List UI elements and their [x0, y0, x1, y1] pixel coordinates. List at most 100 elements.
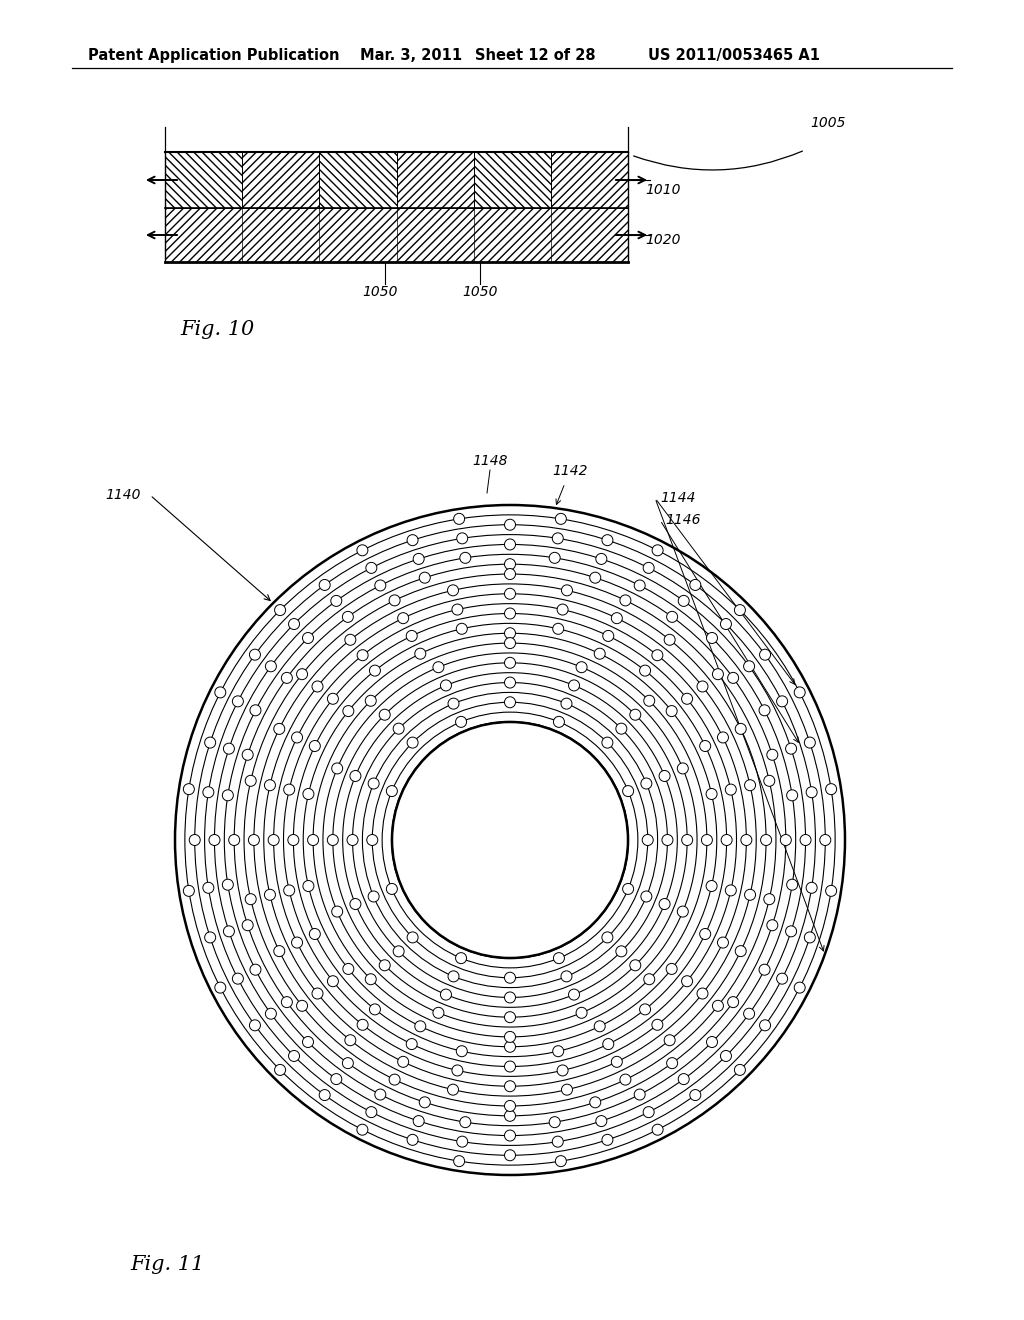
Circle shape — [350, 771, 360, 781]
Circle shape — [203, 882, 214, 894]
Bar — [165, 209, 628, 261]
Circle shape — [302, 1036, 313, 1048]
Circle shape — [209, 834, 220, 846]
Circle shape — [345, 1035, 355, 1045]
Text: 1050: 1050 — [462, 285, 498, 300]
Text: Mar. 3, 2011: Mar. 3, 2011 — [360, 48, 462, 63]
Circle shape — [397, 612, 409, 623]
Circle shape — [728, 672, 738, 684]
Circle shape — [357, 1019, 369, 1031]
Circle shape — [328, 975, 338, 987]
Circle shape — [408, 932, 418, 942]
Circle shape — [795, 982, 805, 993]
Circle shape — [677, 906, 688, 917]
Circle shape — [249, 834, 259, 846]
Circle shape — [557, 1065, 568, 1076]
Circle shape — [707, 788, 717, 800]
Circle shape — [764, 894, 775, 904]
Circle shape — [309, 741, 321, 751]
Circle shape — [662, 834, 673, 846]
Circle shape — [825, 784, 837, 795]
Bar — [165, 152, 242, 209]
Circle shape — [328, 834, 338, 846]
Circle shape — [553, 717, 564, 727]
Circle shape — [332, 763, 343, 774]
Circle shape — [215, 686, 226, 698]
Circle shape — [303, 880, 314, 891]
Circle shape — [343, 964, 354, 974]
Circle shape — [549, 1117, 560, 1127]
Circle shape — [264, 780, 275, 791]
Circle shape — [806, 787, 817, 797]
Circle shape — [447, 585, 459, 595]
Circle shape — [366, 974, 376, 985]
Circle shape — [243, 750, 253, 760]
Circle shape — [735, 945, 746, 957]
Circle shape — [718, 937, 728, 948]
Circle shape — [297, 1001, 307, 1011]
Circle shape — [460, 552, 471, 564]
Circle shape — [415, 648, 426, 659]
Circle shape — [767, 750, 778, 760]
Circle shape — [457, 1045, 467, 1057]
Circle shape — [743, 661, 755, 672]
Circle shape — [433, 661, 444, 673]
Circle shape — [721, 834, 732, 846]
Circle shape — [332, 906, 343, 917]
Circle shape — [408, 1134, 418, 1146]
Circle shape — [505, 569, 515, 579]
Circle shape — [557, 605, 568, 615]
Circle shape — [505, 589, 515, 599]
Circle shape — [319, 1089, 330, 1101]
Circle shape — [389, 595, 400, 606]
Circle shape — [804, 737, 815, 748]
Circle shape — [366, 696, 376, 706]
Circle shape — [408, 535, 418, 545]
Text: 1050: 1050 — [362, 285, 397, 300]
Text: 1005: 1005 — [810, 116, 846, 129]
Circle shape — [342, 1057, 353, 1069]
Circle shape — [644, 974, 654, 985]
Bar — [242, 152, 319, 209]
Circle shape — [590, 1097, 601, 1107]
Circle shape — [505, 991, 515, 1003]
Circle shape — [652, 649, 663, 661]
Circle shape — [505, 697, 515, 708]
Circle shape — [594, 1020, 605, 1032]
Circle shape — [303, 788, 314, 800]
Circle shape — [223, 925, 234, 937]
Circle shape — [366, 562, 377, 573]
Circle shape — [697, 989, 708, 999]
Circle shape — [505, 1081, 515, 1092]
Circle shape — [785, 743, 797, 754]
Circle shape — [357, 545, 368, 556]
Circle shape — [590, 572, 601, 583]
Circle shape — [697, 681, 708, 692]
Circle shape — [505, 973, 515, 983]
Circle shape — [561, 698, 572, 709]
Bar — [319, 152, 396, 209]
Bar — [242, 152, 319, 209]
Circle shape — [245, 775, 256, 787]
Circle shape — [452, 1065, 463, 1076]
Circle shape — [243, 920, 253, 931]
Circle shape — [596, 1115, 607, 1126]
Circle shape — [250, 705, 261, 715]
Circle shape — [505, 1031, 515, 1043]
Circle shape — [250, 649, 260, 660]
Circle shape — [744, 780, 756, 791]
Circle shape — [292, 937, 302, 948]
Circle shape — [806, 882, 817, 894]
Circle shape — [379, 960, 390, 970]
Circle shape — [553, 1045, 563, 1057]
Circle shape — [265, 661, 276, 672]
Circle shape — [555, 1155, 566, 1167]
Circle shape — [309, 928, 321, 940]
Circle shape — [413, 553, 424, 565]
Circle shape — [682, 834, 692, 846]
Text: 1144: 1144 — [660, 491, 695, 506]
Circle shape — [343, 706, 354, 717]
Circle shape — [345, 635, 355, 645]
Circle shape — [456, 717, 467, 727]
Text: 1148: 1148 — [472, 454, 508, 469]
